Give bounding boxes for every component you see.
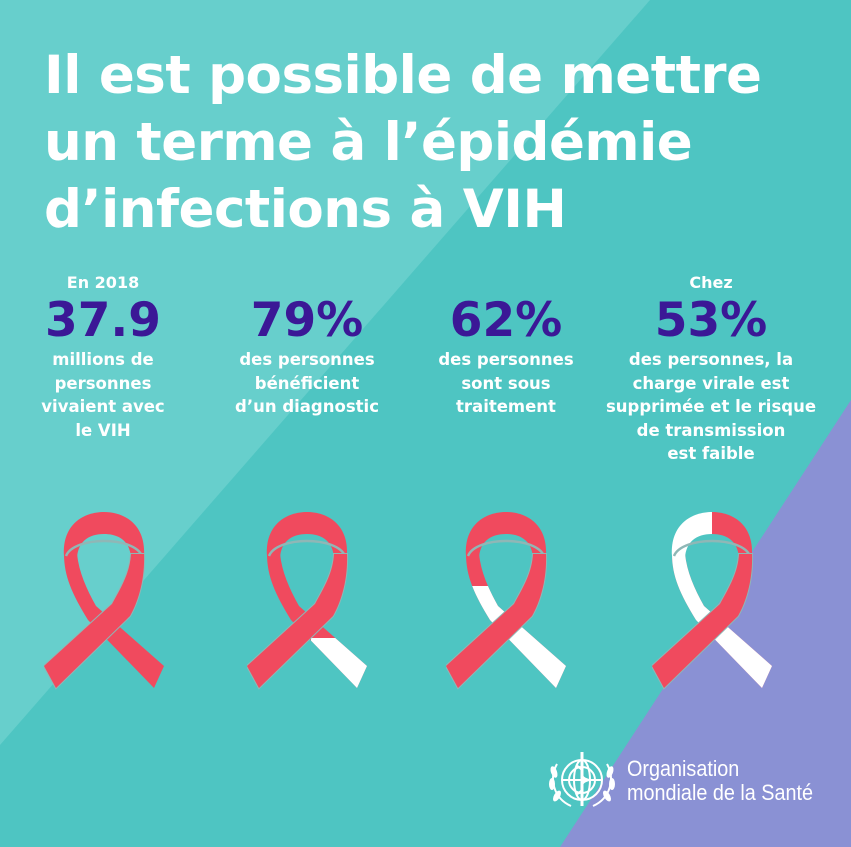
light-diagonal-band — [0, 0, 650, 745]
awareness-ribbon-icon — [44, 512, 164, 690]
stat-viral-suppression: Chez 53% des personnes, la charge virale… — [598, 272, 824, 466]
stat-value: 79% — [250, 293, 364, 348]
stat-value: 62% — [449, 293, 563, 348]
stat-prefix: En 2018 — [66, 273, 140, 292]
ribbon-fold-line — [672, 539, 752, 557]
stat-description: des personnes, la charge virale est supp… — [598, 348, 824, 466]
ribbon-front-strand — [446, 554, 547, 688]
stat-description: des personnes bénéficient d’un diagnosti… — [207, 348, 407, 419]
awareness-ribbon-icon — [247, 512, 367, 690]
ribbon-fold-line — [64, 539, 144, 557]
ribbon-front-strand — [247, 554, 348, 688]
desc-line: est faible — [667, 444, 755, 463]
who-emblem-icon — [549, 752, 615, 807]
ribbon-fold-line — [267, 539, 347, 557]
title-line: d’infections à VIH — [44, 179, 567, 240]
ribbon-front-strand — [44, 554, 145, 688]
desc-line: sont sous — [461, 373, 551, 393]
awareness-ribbon-icon — [652, 512, 772, 690]
logo-line: mondiale de la Santé — [627, 780, 814, 805]
stat-prefix — [406, 272, 606, 294]
awareness-ribbon-icon — [446, 512, 566, 690]
ribbon-back-strand-white — [311, 638, 367, 688]
who-logo: Organisation mondiale de la Santé — [545, 748, 834, 814]
stat-value: 53% — [654, 293, 768, 348]
desc-line: bénéficient — [254, 373, 360, 393]
ribbon-fold-line — [466, 539, 546, 557]
stat-prefix: Chez — [689, 273, 733, 292]
stat-prefix — [207, 272, 407, 294]
stat-people-living: En 2018 37.9 millions de personnes vivai… — [3, 272, 203, 442]
desc-line: le VIH — [75, 420, 131, 440]
title-line: Il est possible de mettre — [44, 45, 762, 106]
desc-line: d’un diagnostic — [235, 397, 379, 416]
desc-line: vivaient avec — [41, 397, 165, 416]
ribbon-front-strand — [652, 554, 753, 688]
desc-line: des personnes — [438, 350, 574, 369]
desc-line: millions de — [52, 350, 154, 369]
desc-line: supprimée et le risque — [605, 397, 817, 416]
logo-line: Organisation — [627, 756, 740, 781]
stat-description: des personnes sont sous traitement — [406, 348, 606, 419]
stat-treated: 62% des personnes sont sous traitement — [406, 272, 606, 419]
desc-line: charge virale est — [632, 373, 790, 393]
desc-line: personnes — [54, 373, 152, 393]
desc-line: de transmission — [636, 420, 786, 440]
stat-description: millions de personnes vivaient avec le V… — [3, 348, 203, 442]
page-title: Il est possible de mettre un terme à l’é… — [44, 42, 762, 243]
stat-value: 37.9 — [45, 293, 161, 348]
ribbon-back-strand — [64, 554, 164, 688]
title-line: un terme à l’épidémie — [44, 112, 693, 173]
who-name: Organisation mondiale de la Santé — [627, 757, 813, 805]
ribbon-back-strand-white — [672, 554, 772, 688]
desc-line: des personnes — [239, 350, 375, 369]
desc-line: des personnes, la — [628, 350, 794, 369]
stat-diagnosed: 79% des personnes bénéficient d’un diagn… — [207, 272, 407, 419]
ribbon-back-strand-white — [466, 586, 566, 688]
desc-line: traitement — [456, 397, 556, 416]
